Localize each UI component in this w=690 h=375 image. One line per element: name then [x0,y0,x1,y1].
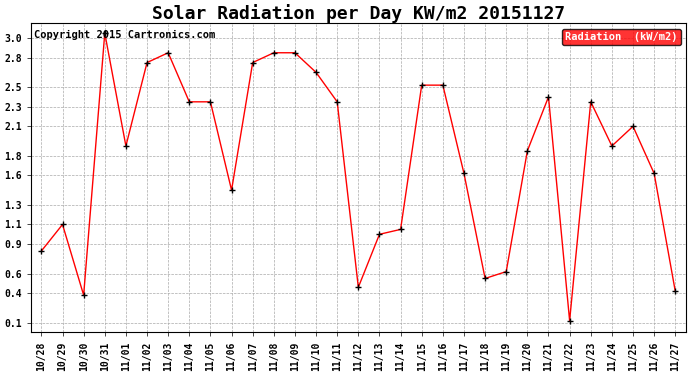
Title: Solar Radiation per Day KW/m2 20151127: Solar Radiation per Day KW/m2 20151127 [152,4,565,23]
Text: Copyright 2015 Cartronics.com: Copyright 2015 Cartronics.com [34,30,215,39]
Legend: Radiation  (kW/m2): Radiation (kW/m2) [562,28,680,45]
